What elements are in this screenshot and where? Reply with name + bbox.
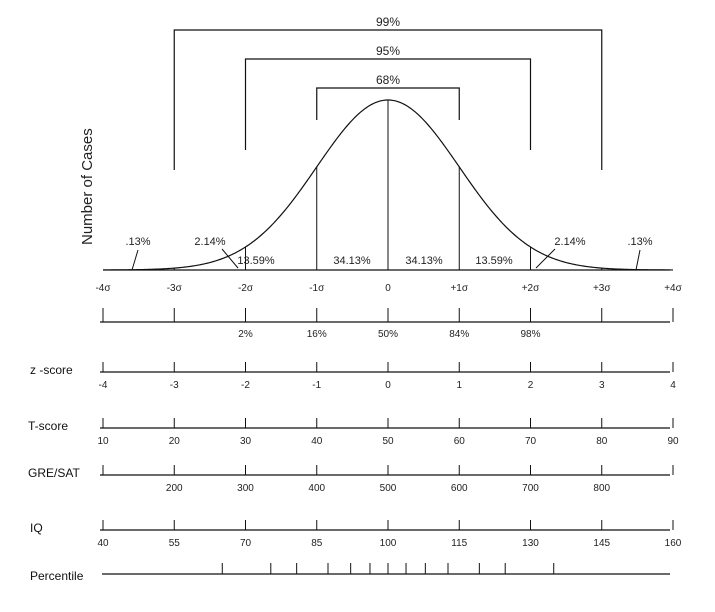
- scale-tick-label: 800: [593, 483, 610, 494]
- segment-percent-right-inner: 34.13%: [405, 255, 443, 267]
- tail-label-left-far: .13%: [125, 236, 150, 248]
- scale-tick-label: 200: [166, 483, 183, 494]
- tail-label-left-near: 2.14%: [194, 236, 225, 248]
- scale-name: T-score: [28, 419, 68, 433]
- percentage-brackets: 99% 95% 68%: [173, 15, 603, 170]
- segment-percent-left-inner: 34.13%: [333, 255, 371, 267]
- scale-row: IQ 40 55 70 85 100 115 130 145 160: [30, 520, 682, 549]
- scale-tick-label: 3: [599, 380, 605, 391]
- scale-tick-label: 50: [382, 436, 394, 447]
- scale-tick-label: 145: [593, 538, 610, 549]
- scale-tick-label: 2: [528, 380, 534, 391]
- scale-tick-label: 70: [525, 436, 537, 447]
- sigma-label: -1σ: [309, 283, 325, 294]
- cumulative-label: 16%: [307, 329, 327, 340]
- segment-percent-right-outer: 13.59%: [475, 255, 513, 267]
- cumulative-label: 2%: [238, 329, 253, 340]
- score-scales: z -score -4 -3 -2 -1 0 1 2 3 4 T-score 10 20 30 40 50 60…: [28, 362, 682, 549]
- scale-tick-label: 40: [311, 436, 323, 447]
- y-axis-label: Number of Cases: [79, 128, 96, 245]
- scale-tick-label: 30: [240, 436, 252, 447]
- scale-tick-label: 70: [240, 538, 252, 549]
- cumulative-label: 50%: [378, 329, 398, 340]
- scale-tick-label: 80: [596, 436, 608, 447]
- cumulative-label: 98%: [520, 329, 540, 340]
- scale-tick-label: -3: [170, 380, 179, 391]
- scale-row: T-score 10 20 30 40 50 60 70 80 90: [28, 418, 679, 447]
- bracket-label: 68%: [376, 73, 400, 87]
- scale-tick-label: -2: [241, 380, 250, 391]
- sigma-label: +1σ: [450, 283, 468, 294]
- tail-leader-left-far: [131, 249, 139, 271]
- sigma-label: -4σ: [95, 283, 111, 294]
- sigma-label: -2σ: [238, 283, 254, 294]
- segment-percent-left-outer: 13.59%: [237, 255, 275, 267]
- scale-tick-label: 700: [522, 483, 539, 494]
- scale-tick-label: 1: [456, 380, 462, 391]
- scale-tick-label: -4: [99, 380, 108, 391]
- bracket-label: 95%: [376, 44, 400, 58]
- scale-name: IQ: [30, 521, 43, 535]
- tail-label-right-far: .13%: [627, 236, 652, 248]
- scale-row: z -score -4 -3 -2 -1 0 1 2 3 4: [30, 362, 676, 391]
- scale-name: z -score: [30, 363, 73, 377]
- scale-tick-label: 400: [308, 483, 325, 494]
- tail-leader-right-far: [635, 249, 641, 271]
- scale-tick-label: 85: [311, 538, 323, 549]
- scale-tick-label: 10: [97, 436, 109, 447]
- scale-tick-label: 40: [97, 538, 109, 549]
- percentile-label: Percentile: [30, 569, 84, 583]
- scale-tick-label: 115: [451, 538, 467, 549]
- tail-label-right-near: 2.14%: [554, 236, 585, 248]
- cumulative-percent-scale: 2% 16% 50% 84% 98%: [100, 308, 674, 340]
- sigma-labels: -4σ -3σ -2σ -1σ 0 +1σ +2σ +3σ +4σ: [95, 283, 682, 294]
- bracket-line: [173, 29, 603, 170]
- scale-tick-label: 0: [385, 380, 391, 391]
- sigma-label: 0: [385, 283, 391, 294]
- percentile-ticks: [221, 563, 555, 574]
- scale-tick-label: 600: [451, 483, 468, 494]
- tail-leader-left-near: [221, 248, 239, 269]
- sigma-label: +4σ: [664, 283, 682, 294]
- scale-tick-label: 4: [670, 380, 676, 391]
- scale-tick-label: 160: [665, 538, 682, 549]
- scale-tick-label: 500: [380, 483, 397, 494]
- bracket-line: [244, 58, 532, 150]
- scale-row: GRE/SAT 200 300 400 500 600 700 800: [28, 465, 674, 494]
- bracket-line: [316, 87, 460, 120]
- scale-tick-label: 300: [237, 483, 254, 494]
- scale-tick-label: 90: [667, 436, 679, 447]
- scale-tick-label: 130: [522, 538, 539, 549]
- bracket-label: 99%: [376, 15, 400, 29]
- scale-tick-label: 100: [380, 538, 397, 549]
- scale-name: GRE/SAT: [28, 466, 80, 480]
- sigma-divider-lines: [173, 100, 603, 270]
- tail-leader-right-near: [535, 248, 556, 269]
- sigma-label: -3σ: [167, 283, 183, 294]
- sigma-label: +3σ: [593, 283, 611, 294]
- scale-tick-label: 20: [169, 436, 181, 447]
- cumulative-label: 84%: [449, 329, 469, 340]
- scale-tick-label: 55: [169, 538, 181, 549]
- scale-tick-label: -1: [312, 380, 321, 391]
- sigma-label: +2σ: [522, 283, 540, 294]
- scale-tick-label: 60: [454, 436, 466, 447]
